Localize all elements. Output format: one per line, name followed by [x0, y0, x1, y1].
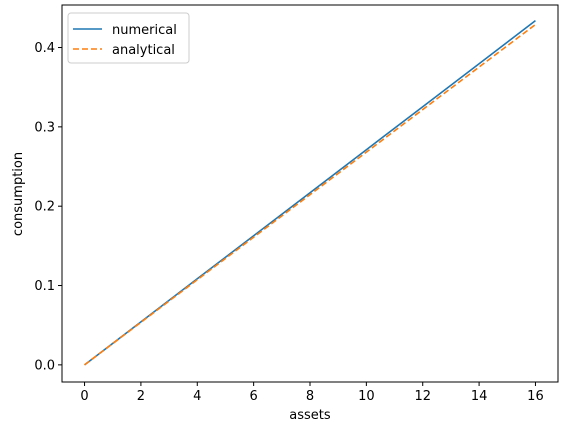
legend-label-numerical: numerical: [112, 23, 177, 38]
series-line-analytical: [84, 23, 536, 366]
x-tick-label: 14: [471, 389, 488, 404]
legend-label-analytical: analytical: [112, 43, 175, 58]
x-tick-label: 4: [193, 389, 201, 404]
x-tick-label: 10: [358, 389, 375, 404]
y-tick-label: 0.2: [34, 200, 55, 215]
x-axis-ticks: 0 2 4 6 8 10 12 14 16: [80, 382, 544, 404]
x-tick-label: 2: [137, 389, 145, 404]
y-axis-label: consumption: [11, 152, 26, 236]
y-axis-ticks: 0.0 0.1 0.2 0.3 0.4: [34, 41, 62, 373]
legend: numerical analytical: [67, 12, 190, 64]
x-tick-label: 12: [414, 389, 431, 404]
y-tick-label: 0.1: [34, 279, 55, 294]
series-layer: [84, 19, 536, 366]
plot-frame: [61, 4, 559, 383]
legend-box: [67, 12, 190, 64]
x-tick-label: 8: [306, 389, 314, 404]
x-tick-label: 16: [527, 389, 544, 404]
x-tick-label: 6: [249, 389, 257, 404]
y-tick-label: 0.0: [34, 358, 55, 373]
x-tick-label: 0: [80, 389, 88, 404]
y-tick-label: 0.4: [34, 41, 55, 56]
y-tick-label: 0.3: [34, 120, 55, 135]
x-axis-label: assets: [289, 408, 331, 423]
